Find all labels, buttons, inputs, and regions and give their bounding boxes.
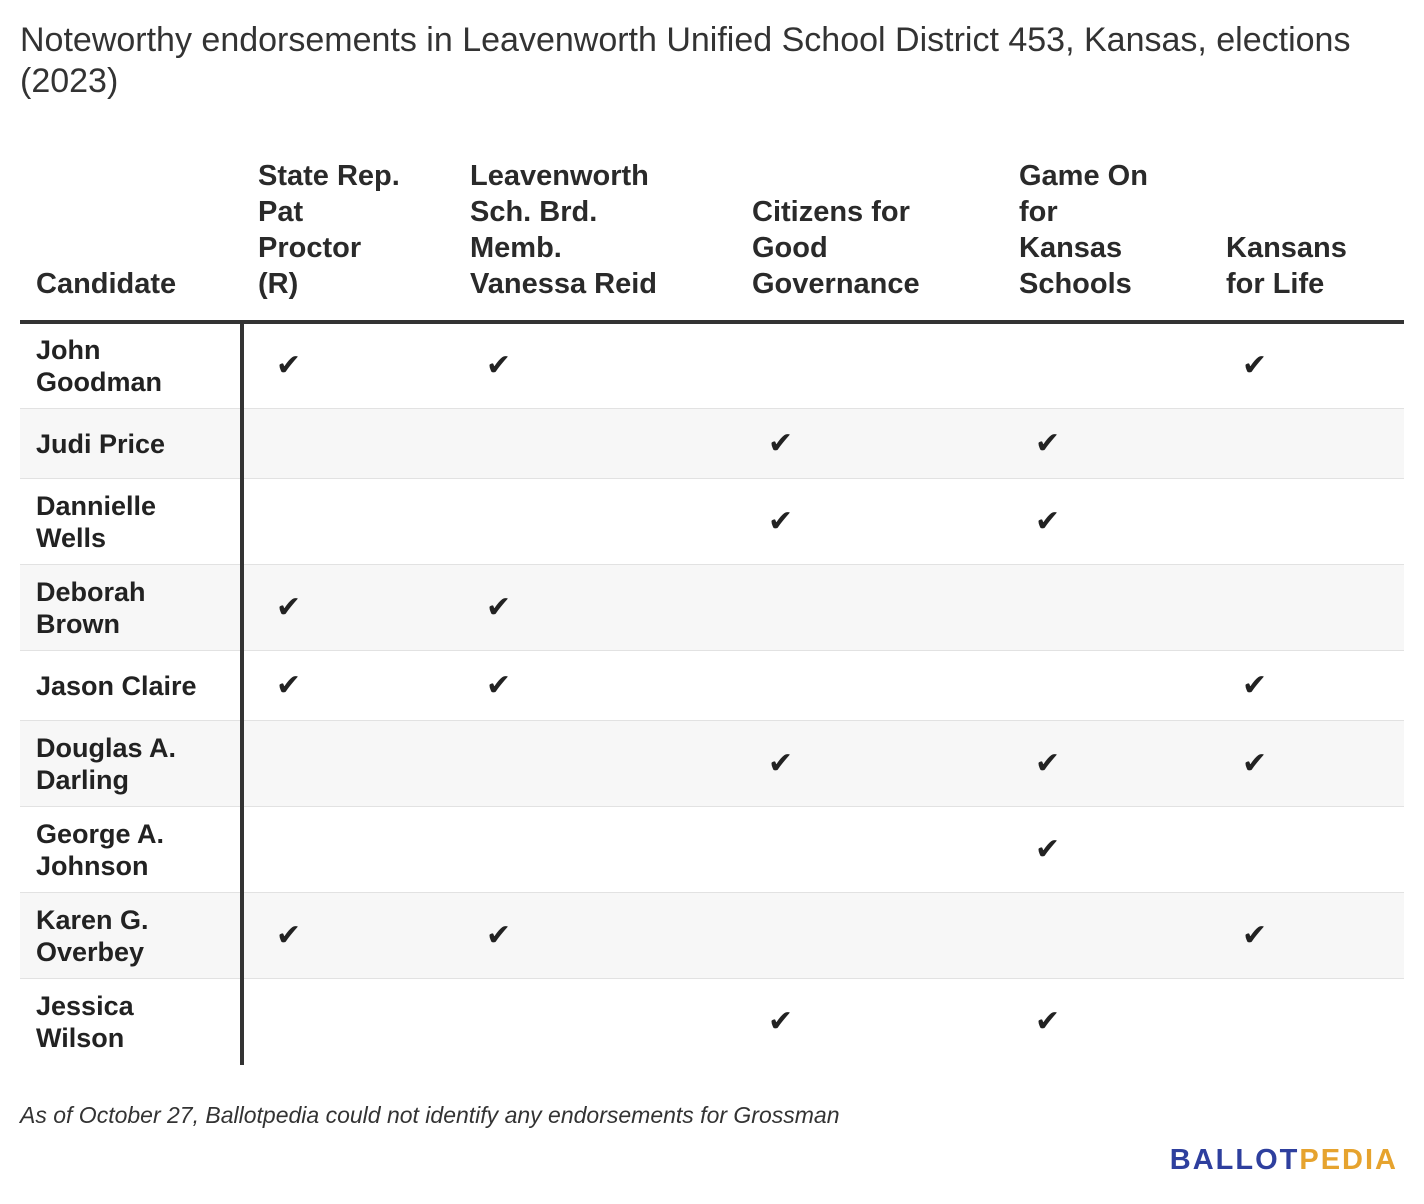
table-row: Jason Claire ✔ ✔ ✔: [20, 650, 1404, 721]
candidate-name: John Goodman: [20, 322, 244, 409]
endorsement-empty-cell: [454, 720, 736, 807]
table-body: John Goodman ✔ ✔ ✔ Judi Price ✔ ✔ Dannielle W…: [20, 322, 1404, 1065]
endorsement-empty-cell: [1210, 408, 1404, 479]
endorsement-empty-cell: [736, 322, 1003, 409]
endorsement-check-icon: ✔: [736, 978, 1003, 1065]
endorsement-check-icon: ✔: [1003, 408, 1210, 479]
endorsement-check-icon: ✔: [1210, 650, 1404, 721]
endorsement-empty-cell: [1003, 564, 1210, 651]
endorsement-empty-cell: [1210, 478, 1404, 565]
endorsement-empty-cell: [242, 978, 454, 1065]
endorsement-check-icon: ✔: [454, 564, 736, 651]
endorsement-check-icon: ✔: [1003, 978, 1210, 1065]
endorsement-empty-cell: [242, 720, 454, 807]
endorsement-empty-cell: [1210, 564, 1404, 651]
candidate-name: Douglas A. Darling: [20, 720, 244, 807]
endorsement-empty-cell: [242, 806, 454, 893]
chart-title: Noteworthy endorsements in Leavenworth U…: [20, 21, 1351, 100]
endorsement-check-icon: ✔: [736, 478, 1003, 565]
endorsement-check-icon: ✔: [1210, 720, 1404, 807]
table-row: George A. Johnson ✔: [20, 806, 1404, 893]
endorsement-check-icon: ✔: [736, 720, 1003, 807]
table-row: Karen G. Overbey ✔ ✔ ✔: [20, 892, 1404, 979]
candidate-name: Judi Price: [20, 408, 244, 479]
candidate-name: Jason Claire: [20, 650, 244, 721]
endorsement-empty-cell: [454, 978, 736, 1065]
column-header-game-on-kansas-schools: Game On for Kansas Schools: [1003, 158, 1210, 324]
candidate-name: Jessica Wilson: [20, 978, 244, 1065]
table-row: Judi Price ✔ ✔: [20, 408, 1404, 479]
column-header-vanessa-reid: Leavenworth Sch. Brd. Memb. Vanessa Reid: [454, 158, 736, 324]
endorsement-empty-cell: [454, 478, 736, 565]
logo-text-ballot: BALLOT: [1169, 1144, 1300, 1176]
endorsement-empty-cell: [242, 408, 454, 479]
endorsement-empty-cell: [242, 478, 454, 565]
endorsement-empty-cell: [1003, 322, 1210, 409]
column-header-candidate: Candidate: [20, 158, 242, 324]
endorsement-empty-cell: [454, 806, 736, 893]
table-row: Dannielle Wells ✔ ✔: [20, 478, 1404, 565]
endorsement-check-icon: ✔: [242, 564, 454, 651]
column-header-kansans-for-life: Kansans for Life: [1210, 158, 1404, 324]
endorsement-check-icon: ✔: [736, 408, 1003, 479]
candidate-name: Karen G. Overbey: [20, 892, 244, 979]
candidate-name: George A. Johnson: [20, 806, 244, 893]
endorsement-check-icon: ✔: [242, 892, 454, 979]
endorsement-empty-cell: [1003, 892, 1210, 979]
endorsement-check-icon: ✔: [454, 892, 736, 979]
endorsements-table: Candidate State Rep. Pat Proctor (R) Lea…: [20, 158, 1404, 1065]
endorsement-empty-cell: [736, 892, 1003, 979]
endorsement-empty-cell: [1210, 806, 1404, 893]
endorsement-check-icon: ✔: [486, 349, 512, 382]
endorsement-check-icon: ✔: [1242, 349, 1268, 382]
candidate-name: Dannielle Wells: [20, 478, 244, 565]
endorsement-check-icon: ✔: [1003, 478, 1210, 565]
logo-text-pedia: PEDIA: [1299, 1144, 1398, 1176]
candidate-name: Deborah Brown: [20, 564, 244, 651]
column-header-citizens-good-governance: Citizens for Good Governance: [736, 158, 1003, 324]
table-row: Douglas A. Darling ✔ ✔ ✔: [20, 720, 1404, 807]
endorsement-empty-cell: [736, 650, 1003, 721]
endorsement-check-icon: ✔: [454, 650, 736, 721]
endorsement-empty-cell: [1210, 978, 1404, 1065]
endorsement-check-icon: ✔: [1210, 892, 1404, 979]
endorsement-empty-cell: [736, 564, 1003, 651]
table-row: John Goodman ✔ ✔ ✔: [20, 322, 1404, 409]
endorsement-check-icon: ✔: [1003, 720, 1210, 807]
table-row: Jessica Wilson ✔ ✔: [20, 978, 1404, 1065]
endorsement-check-icon: ✔: [242, 650, 454, 721]
endorsement-empty-cell: [1003, 650, 1210, 721]
endorsement-empty-cell: [736, 806, 1003, 893]
endorsement-check-icon: ✔: [1003, 806, 1210, 893]
endorsement-empty-cell: [454, 408, 736, 479]
header-row: Candidate State Rep. Pat Proctor (R) Lea…: [20, 158, 1404, 324]
footnote: As of October 27, Ballotpedia could not …: [20, 1102, 840, 1128]
column-header-pat-proctor: State Rep. Pat Proctor (R): [242, 158, 454, 324]
endorsement-check-icon: ✔: [276, 349, 302, 382]
ballotpedia-logo[interactable]: BALLOTPEDIA: [1170, 1144, 1398, 1177]
table-row: Deborah Brown ✔ ✔: [20, 564, 1404, 651]
